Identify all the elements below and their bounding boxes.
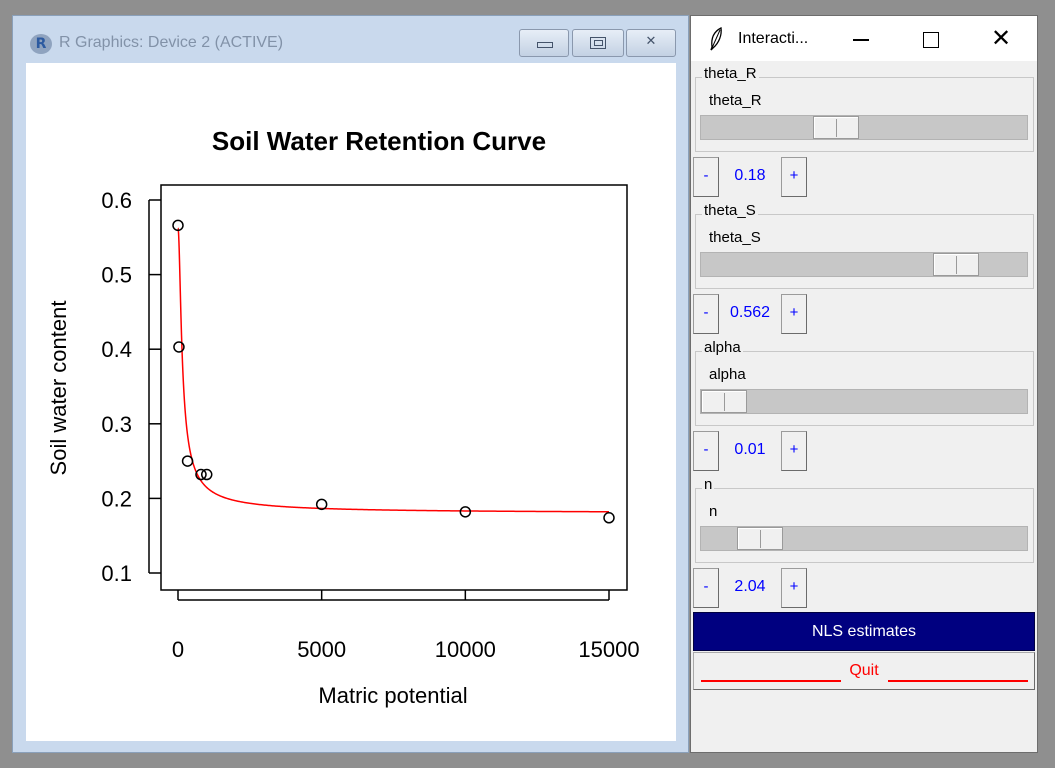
soil-water-chart: Soil Water Retention Curve 0 5000 10000 150… <box>46 126 640 708</box>
interactive-window: Interacti... ✕ theta_R theta_R - 0.18 + … <box>690 15 1038 753</box>
y-tick-label: 0.5 <box>101 263 132 288</box>
quit-underline-left <box>701 680 841 682</box>
alpha-slider[interactable] <box>700 389 1028 414</box>
n-group: n n - 2.04 + <box>693 475 1035 608</box>
minimize-icon <box>853 39 869 41</box>
quit-underline-right <box>888 680 1028 682</box>
x-axis-label: Matric potential <box>318 683 467 708</box>
slider-label: theta_R <box>709 92 762 109</box>
x-tick-label: 5000 <box>297 637 346 662</box>
quit-label: Quit <box>849 662 879 679</box>
plot-area: Soil Water Retention Curve 0 5000 10000 150… <box>26 63 676 741</box>
slider-label: theta_S <box>709 229 761 246</box>
y-tick-label: 0.6 <box>101 188 132 213</box>
data-point <box>603 512 615 524</box>
maximize-icon <box>923 32 939 48</box>
y-tick-label: 0.1 <box>101 561 132 586</box>
nls-estimates-button[interactable]: NLS estimates <box>693 612 1035 651</box>
alpha-stepper: - 0.01 + <box>693 431 823 471</box>
n-stepper: - 2.04 + <box>693 568 823 608</box>
r-graphics-window: R R Graphics: Device 2 (ACTIVE) ✕ Soil W… <box>12 15 689 753</box>
theta-s-slider[interactable] <box>700 252 1028 277</box>
group-frame <box>695 351 1034 426</box>
group-legend: theta_S <box>702 202 758 219</box>
data-point <box>172 219 184 232</box>
data-point <box>459 506 472 518</box>
y-tick-label: 0.3 <box>101 412 132 437</box>
slider-thumb[interactable] <box>813 116 859 139</box>
slider-thumb[interactable] <box>737 527 784 550</box>
group-frame <box>695 77 1034 152</box>
x-tick-label: 15000 <box>578 637 639 662</box>
close-icon: ✕ <box>645 34 657 49</box>
r-logo-icon: R <box>30 34 52 54</box>
theta-r-value: 0.18 <box>734 167 766 184</box>
x-tick-label: 10000 <box>435 637 496 662</box>
quit-button[interactable]: Quit <box>693 652 1035 690</box>
interactive-window-title: Interacti... <box>738 30 809 47</box>
decrement-button[interactable]: - <box>693 568 719 608</box>
slider-label: n <box>709 503 718 520</box>
slider-thumb[interactable] <box>933 253 980 276</box>
restore-icon <box>590 37 606 49</box>
theta-r-slider[interactable] <box>700 115 1028 140</box>
increment-button[interactable]: + <box>781 568 807 608</box>
data-point <box>195 468 207 481</box>
slider-thumb[interactable] <box>701 390 747 413</box>
n-value: 2.04 <box>734 578 766 595</box>
group-legend: alpha <box>702 339 743 356</box>
increment-button[interactable]: + <box>781 157 807 197</box>
y-tick-label: 0.2 <box>101 486 132 511</box>
theta-r-group: theta_R theta_R - 0.18 + <box>693 64 1035 197</box>
group-legend: theta_R <box>702 65 759 82</box>
n-slider[interactable] <box>700 526 1028 551</box>
decrement-button[interactable]: - <box>693 431 719 471</box>
alpha-group: alpha alpha - 0.01 + <box>693 338 1035 471</box>
data-point <box>315 498 328 511</box>
graphics-window-title: R Graphics: Device 2 (ACTIVE) <box>59 34 284 51</box>
group-frame <box>695 488 1034 563</box>
y-axis-label: Soil water content <box>46 301 71 476</box>
x-tick-label: 0 <box>172 637 184 662</box>
increment-button[interactable]: + <box>781 431 807 471</box>
data-point <box>181 455 194 467</box>
close-button[interactable]: ✕ <box>981 24 1021 54</box>
minimize-icon <box>537 42 553 48</box>
close-icon: ✕ <box>990 24 1012 52</box>
minimize-button[interactable] <box>841 24 881 54</box>
fitted-curve-line <box>177 227 610 513</box>
data-point <box>173 341 185 353</box>
slider-label: alpha <box>709 366 746 383</box>
theta-s-group: theta_S theta_S - 0.562 + <box>693 201 1035 334</box>
maximize-button[interactable] <box>911 24 951 54</box>
feather-icon <box>710 27 722 51</box>
decrement-button[interactable]: - <box>693 157 719 197</box>
decrement-button[interactable]: - <box>693 294 719 334</box>
plot-box <box>160 184 628 591</box>
increment-button[interactable]: + <box>781 294 807 334</box>
chart-title: Soil Water Retention Curve <box>212 126 546 156</box>
close-button[interactable]: ✕ <box>626 29 676 57</box>
restore-button[interactable] <box>572 29 624 57</box>
interactive-titlebar[interactable]: Interacti... ✕ <box>691 16 1037 61</box>
group-legend: n <box>702 476 715 493</box>
minimize-button[interactable] <box>519 29 569 57</box>
theta-s-stepper: - 0.562 + <box>693 294 823 334</box>
theta-s-value: 0.562 <box>729 304 771 321</box>
group-frame <box>695 214 1034 289</box>
alpha-value: 0.01 <box>734 441 766 458</box>
data-point <box>200 468 213 481</box>
y-tick-label: 0.4 <box>101 337 132 362</box>
graphics-titlebar[interactable]: R R Graphics: Device 2 (ACTIVE) ✕ <box>13 16 688 64</box>
theta-r-stepper: - 0.18 + <box>693 157 823 197</box>
